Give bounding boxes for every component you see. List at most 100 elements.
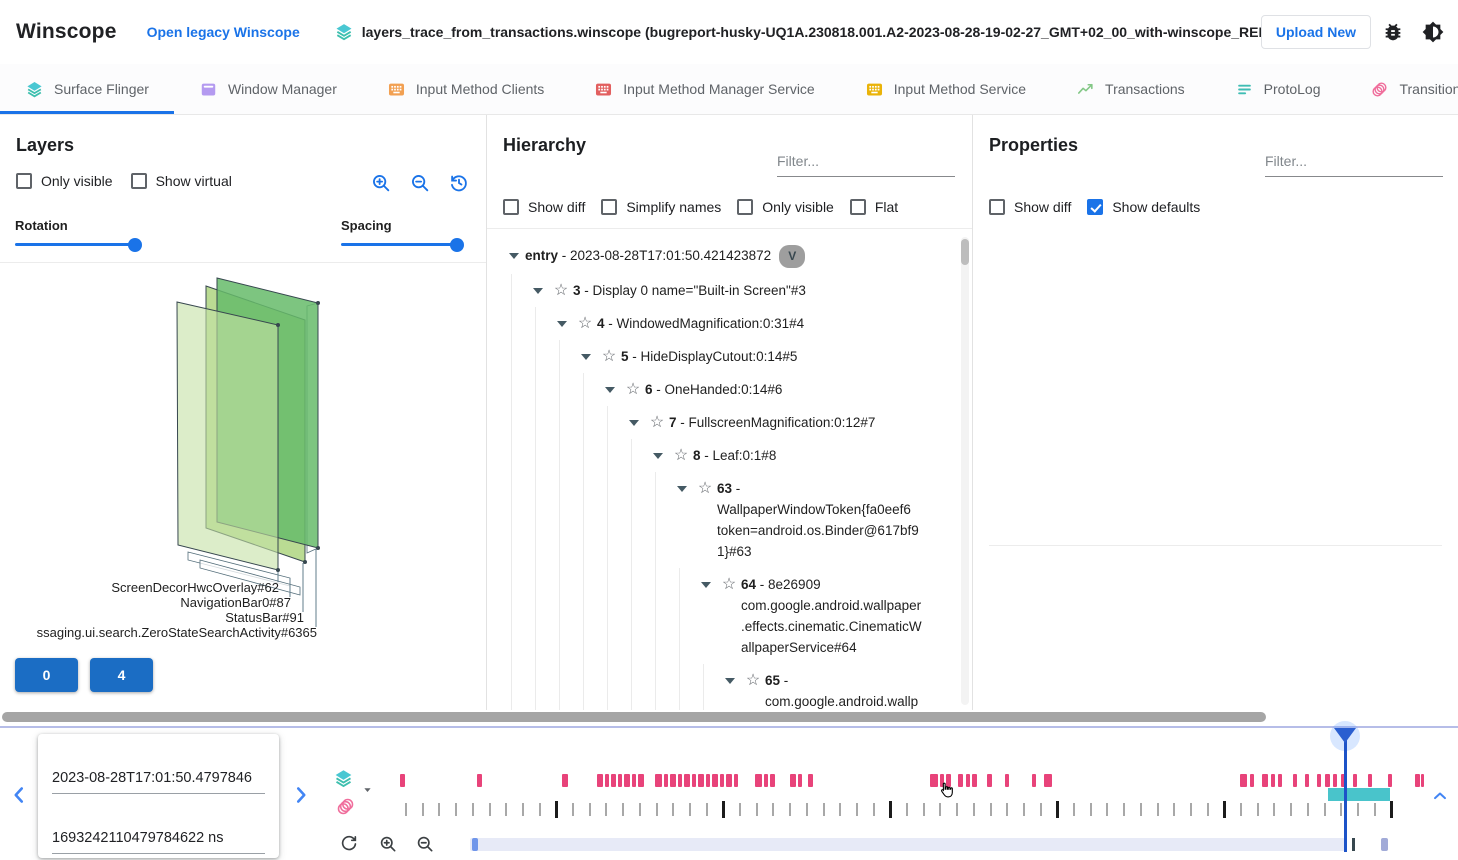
sf-frame-tick[interactable] [538, 803, 541, 816]
checkbox-box[interactable] [130, 173, 147, 189]
sf-frame-tick[interactable] [722, 801, 726, 818]
sf-frame-tick[interactable] [1123, 803, 1126, 816]
sf-frame-tick[interactable] [789, 803, 792, 816]
transition-event-mark[interactable] [611, 774, 616, 787]
tab-input-method-service[interactable]: Input Method Service [840, 64, 1051, 114]
checkbox-box[interactable] [737, 199, 754, 215]
transition-event-mark[interactable] [1005, 774, 1009, 787]
pin-star-icon[interactable]: ☆ [697, 480, 713, 497]
display-button-4[interactable]: 4 [90, 658, 153, 692]
sf-frame-tick[interactable] [1273, 803, 1276, 816]
transition-event-mark[interactable] [1341, 774, 1345, 787]
collapse-timeline-button[interactable] [1430, 786, 1450, 806]
rotation-slider-thumb[interactable] [128, 237, 142, 252]
transition-event-mark[interactable] [670, 774, 676, 787]
transition-event-mark[interactable] [692, 774, 696, 787]
transition-event-mark[interactable] [1250, 774, 1254, 787]
transition-event-mark[interactable] [720, 774, 724, 787]
sf-frame-tick[interactable] [956, 803, 959, 816]
pin-star-icon[interactable]: ☆ [673, 447, 689, 464]
expand-caret-icon[interactable] [671, 478, 693, 492]
pin-star-icon[interactable]: ☆ [721, 576, 737, 593]
transition-event-mark[interactable] [664, 774, 668, 787]
transition-event-mark[interactable] [958, 774, 963, 787]
tree-node-8[interactable]: ☆ 8 - Leaf:0:1#8 [503, 439, 926, 473]
sf-frame-tick[interactable] [505, 803, 508, 816]
checkbox-flat[interactable]: Flat [849, 199, 898, 215]
sf-frame-tick[interactable] [705, 803, 708, 816]
layer-rect-label[interactable]: StatusBar#91 [225, 610, 304, 625]
expand-caret-icon[interactable] [503, 245, 525, 259]
sf-frame-tick[interactable] [421, 803, 424, 816]
transition-event-mark[interactable] [1271, 774, 1275, 787]
transition-event-mark[interactable] [562, 774, 568, 787]
spacing-slider-thumb[interactable] [450, 237, 464, 252]
sf-frame-tick[interactable] [1306, 803, 1309, 816]
sf-frame-tick[interactable] [1106, 803, 1109, 816]
properties-filter-input[interactable] [1265, 151, 1443, 177]
pin-star-icon[interactable]: ☆ [601, 348, 617, 365]
transition-event-mark[interactable] [1415, 774, 1420, 787]
transition-event-mark[interactable] [1333, 774, 1337, 787]
tree-node-3[interactable]: ☆ 3 - Display 0 name="Built-in Screen"#3 [503, 274, 926, 308]
tree-node-63[interactable]: ☆ 63 - WallpaperWindowToken{fa0eef6 token… [503, 472, 926, 569]
tab-surface-flinger[interactable]: Surface Flinger [0, 64, 174, 114]
pin-star-icon[interactable]: ☆ [649, 414, 665, 431]
transition-event-mark[interactable] [706, 774, 710, 787]
tree-node-7[interactable]: ☆ 7 - FullscreenMagnification:0:12#7 [503, 406, 926, 440]
transition-event-mark[interactable] [1388, 774, 1392, 787]
sf-frame-tick[interactable] [605, 803, 608, 816]
range-thumb-left[interactable] [472, 838, 478, 851]
transition-event-mark[interactable] [755, 774, 762, 787]
sf-frame-tick[interactable] [405, 803, 407, 816]
sf-frame-tick[interactable] [1290, 803, 1293, 816]
transition-event-mark[interactable] [930, 774, 938, 787]
sf-frame-tick[interactable] [939, 803, 942, 816]
page-horizontal-scrollbar[interactable] [2, 712, 1266, 722]
sf-frame-tick[interactable] [1006, 803, 1009, 816]
sf-frame-tick[interactable] [555, 801, 559, 818]
transition-event-mark[interactable] [597, 774, 603, 787]
sf-frame-tick[interactable] [638, 803, 641, 816]
sf-frame-tick[interactable] [471, 803, 474, 816]
sf-frame-tick[interactable] [1390, 801, 1394, 818]
checkbox-box[interactable] [1087, 199, 1104, 215]
transition-event-mark[interactable] [655, 774, 662, 787]
pin-star-icon[interactable]: ☆ [745, 672, 761, 689]
transition-event-mark[interactable] [712, 774, 718, 787]
sf-frame-tick[interactable] [739, 803, 741, 816]
checkbox-box[interactable] [849, 199, 866, 215]
layer-rect-label[interactable]: NavigationBar0#87 [180, 595, 291, 610]
checkbox-box[interactable] [989, 199, 1005, 215]
tab-input-method-clients[interactable]: Input Method Clients [362, 64, 569, 114]
transition-event-mark[interactable] [940, 774, 944, 787]
previous-entry-button[interactable] [6, 782, 32, 808]
pin-star-icon[interactable]: ☆ [625, 381, 641, 398]
sf-frame-tick[interactable] [1173, 803, 1176, 816]
transition-event-mark[interactable] [1278, 774, 1282, 787]
zoom-out-icon[interactable] [409, 172, 431, 194]
transition-event-mark[interactable] [987, 774, 992, 787]
hierarchy-filter-input[interactable] [777, 151, 955, 177]
transition-event-mark[interactable] [770, 774, 775, 787]
checkbox-only-visible[interactable]: Only visible [16, 173, 113, 189]
timeline-tracks[interactable] [0, 728, 1458, 860]
transition-event-mark[interactable] [1317, 774, 1321, 787]
timeline-refresh-icon[interactable] [339, 834, 359, 854]
checkbox-show-diff[interactable]: Show diff [989, 199, 1071, 215]
expand-caret-icon[interactable] [623, 412, 645, 426]
tree-node-4[interactable]: ☆ 4 - WindowedMagnification:0:31#4 [503, 307, 926, 341]
hierarchy-scrollbar-thumb[interactable] [961, 239, 969, 265]
sf-frame-tick[interactable] [1256, 803, 1259, 816]
checkbox-box[interactable] [601, 199, 618, 215]
spacing-slider[interactable]: Spacing [341, 218, 464, 252]
sf-frame-tick[interactable] [839, 803, 842, 816]
sf-frame-tick[interactable] [855, 803, 858, 816]
sf-frame-tick[interactable] [989, 803, 992, 816]
sf-frame-tick[interactable] [906, 803, 908, 816]
transition-event-mark[interactable] [678, 774, 682, 787]
tree-node-65[interactable]: ☆65 - com.google.android.wallpaper.effec… [503, 664, 926, 710]
rotation-slider-track[interactable] [15, 237, 142, 252]
sf-frame-tick[interactable] [572, 803, 574, 816]
pin-star-icon[interactable]: ☆ [577, 315, 593, 332]
